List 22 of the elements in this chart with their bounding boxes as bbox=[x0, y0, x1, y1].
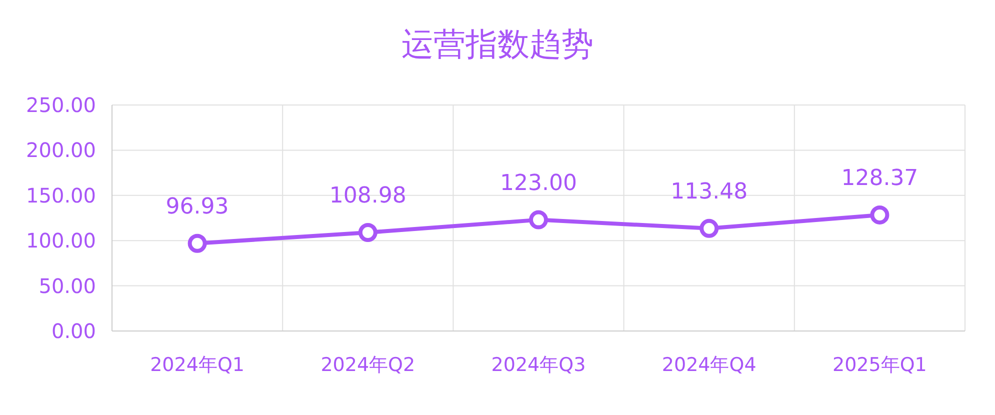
point bbox=[358, 222, 378, 242]
x-tick-label: 2024年Q2 bbox=[320, 354, 416, 376]
point bbox=[188, 234, 207, 253]
point bbox=[529, 210, 548, 230]
x-tick-label: 2024年Q4 bbox=[662, 354, 756, 376]
x-tick-label: 2024年Q3 bbox=[491, 354, 586, 376]
point bbox=[870, 205, 890, 224]
y-tick-label: 250.00 bbox=[26, 93, 96, 117]
x-tick-label: 2025年Q1 bbox=[832, 354, 927, 376]
text: 123.00 bbox=[500, 170, 577, 196]
text: 108.98 bbox=[329, 183, 406, 208]
y-tick-label: 200.00 bbox=[26, 138, 96, 162]
point bbox=[700, 218, 719, 238]
y-tick-label: 100.00 bbox=[26, 228, 96, 253]
y-tick-label: 0.00 bbox=[51, 319, 96, 343]
chart-title: 运营指数趋势 bbox=[402, 25, 594, 63]
text: 96.93 bbox=[166, 194, 229, 220]
text: 113.48 bbox=[670, 179, 748, 204]
y-tick-label: 50.00 bbox=[38, 274, 96, 298]
text: 128.37 bbox=[841, 166, 918, 191]
x-tick-label: 2024年Q1 bbox=[150, 354, 245, 376]
y-tick-label: 150.00 bbox=[26, 183, 96, 208]
